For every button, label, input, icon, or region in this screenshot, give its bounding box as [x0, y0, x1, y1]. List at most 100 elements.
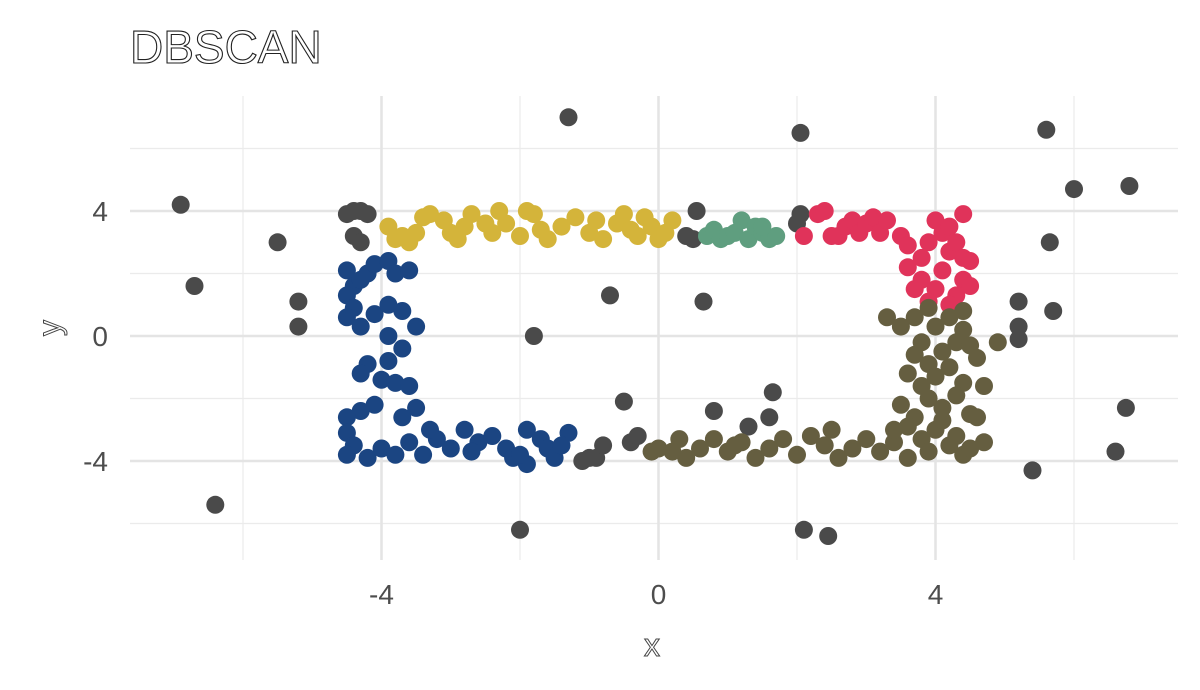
- scatter-point: [393, 408, 412, 427]
- chart-title: DBSCAN: [130, 21, 322, 73]
- scatter-point: [933, 342, 952, 361]
- scatter-point: [1044, 302, 1063, 320]
- scatter-point: [940, 217, 959, 236]
- scatter-point: [791, 205, 810, 224]
- scatter-point: [614, 392, 633, 411]
- scatter-point: [905, 280, 924, 299]
- scatter-point: [400, 377, 419, 395]
- scatter-point: [1009, 317, 1028, 336]
- scatter-point: [538, 230, 557, 249]
- scatter-point: [663, 442, 682, 461]
- scatter-point: [898, 258, 917, 277]
- scatter-point: [947, 427, 966, 445]
- scatter-point: [857, 430, 876, 449]
- scatter-point: [386, 230, 405, 249]
- scatter-point: [566, 208, 585, 227]
- scatter-point: [351, 364, 370, 383]
- scatter-point: [393, 302, 412, 320]
- scatter-point: [185, 277, 204, 295]
- scatter-point: [587, 211, 606, 230]
- y-tick-label: 0: [92, 321, 108, 352]
- scatter-point: [898, 448, 917, 467]
- scatter-point: [614, 205, 633, 224]
- tick-labels: -4 0 4 4 0 -4: [83, 196, 943, 610]
- scatter-point: [788, 445, 806, 464]
- scatter-point: [822, 420, 841, 439]
- scatter-point: [628, 227, 647, 245]
- scatter-point: [656, 223, 675, 242]
- scatter-point: [898, 236, 917, 255]
- scatter-point: [462, 442, 481, 461]
- scatter-point: [815, 202, 834, 220]
- scatter-point: [905, 308, 924, 327]
- scatter-point: [753, 217, 772, 236]
- scatter-point: [975, 433, 993, 452]
- scatter-point: [975, 377, 993, 395]
- scatter-point: [940, 308, 959, 327]
- scatter-point: [337, 308, 356, 327]
- scatter-point: [1065, 180, 1083, 199]
- scatter-point: [864, 208, 883, 227]
- scatter-point: [926, 317, 945, 336]
- scatter-point: [594, 230, 613, 249]
- scatter-point: [365, 305, 384, 324]
- scatter-point: [511, 520, 529, 539]
- scatter-point: [919, 233, 938, 252]
- scatter-point: [919, 389, 938, 408]
- scatter-point: [961, 277, 980, 295]
- scatter-point: [337, 261, 356, 280]
- scatter-point: [559, 108, 578, 127]
- scatter-point: [954, 205, 973, 224]
- scatter-point: [968, 408, 986, 427]
- scatter-point: [386, 373, 405, 392]
- scatter-point: [601, 286, 619, 305]
- y-tick-label: -4: [83, 446, 108, 477]
- scatter-point: [511, 445, 529, 464]
- scatter-point: [898, 417, 917, 436]
- scatter-point: [763, 383, 782, 402]
- scatter-point: [379, 327, 398, 345]
- scatter-point: [289, 317, 308, 336]
- scatter-point: [684, 230, 703, 249]
- scatter-point: [691, 439, 709, 458]
- scatter-point: [822, 227, 841, 245]
- scatter-point: [483, 427, 502, 445]
- scatter-point: [511, 227, 529, 245]
- scatter-point: [819, 527, 838, 545]
- scatter-point: [372, 370, 391, 389]
- scatter-point: [448, 230, 467, 249]
- scatter-point: [694, 292, 713, 311]
- scatter-point: [891, 395, 910, 414]
- scatter-point: [961, 252, 980, 270]
- scatter-point: [365, 395, 384, 414]
- scatter-point: [337, 445, 356, 464]
- scatter-point: [351, 233, 370, 252]
- scatter-point: [926, 367, 945, 386]
- scatter-point: [365, 255, 384, 274]
- scatter-point: [628, 427, 647, 445]
- scatter-points: [171, 108, 1139, 545]
- scatter-point: [954, 302, 973, 320]
- scatter-point: [677, 448, 696, 467]
- scatter-point: [912, 248, 931, 267]
- scatter-point: [704, 402, 723, 420]
- x-axis-label: x: [644, 627, 660, 663]
- scatter-point: [386, 264, 405, 283]
- scatter-point: [885, 420, 903, 439]
- scatter-point: [933, 411, 952, 430]
- scatter-point: [407, 398, 426, 417]
- scatter-point: [393, 339, 412, 358]
- scatter-point: [940, 295, 959, 314]
- scatter-point: [358, 448, 377, 467]
- x-tick-label: 4: [928, 579, 944, 610]
- scatter-point: [947, 233, 966, 252]
- scatter-point: [794, 520, 813, 539]
- scatter-point: [725, 436, 744, 455]
- scatter-point: [1116, 398, 1135, 417]
- scatter-point: [1009, 292, 1028, 311]
- scatter-point: [919, 442, 938, 461]
- scatter-point: [988, 333, 1007, 352]
- scatter-point: [421, 420, 439, 439]
- scatter-point: [933, 261, 952, 280]
